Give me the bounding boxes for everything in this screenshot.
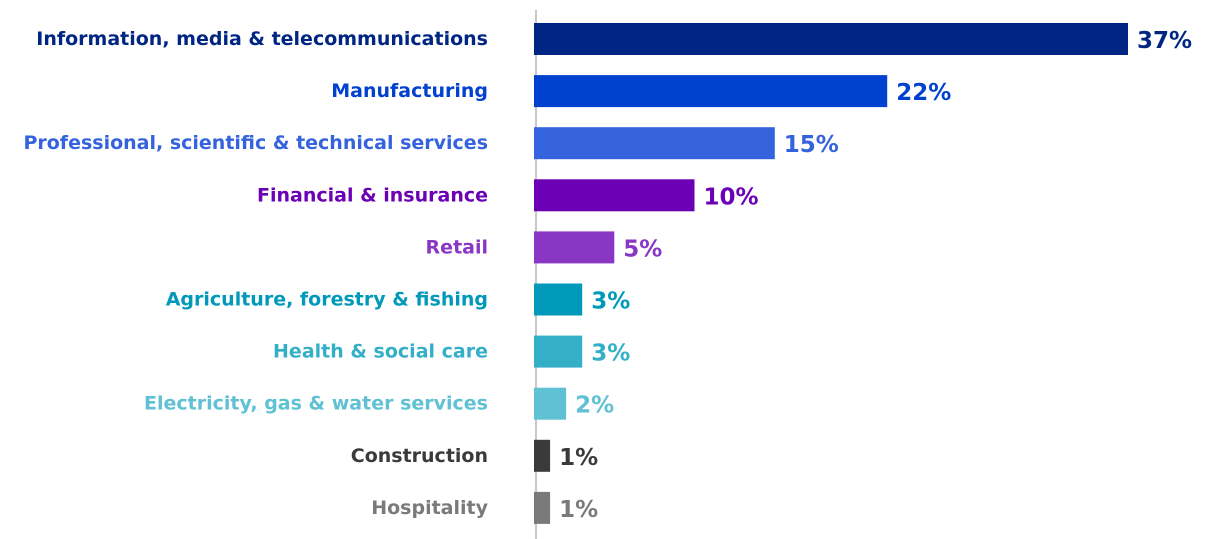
value-label-6: 3%	[591, 341, 630, 367]
bar-6	[534, 335, 583, 368]
category-label-8: Construction	[351, 445, 488, 467]
category-label-6: Health & social care	[273, 341, 488, 363]
bar-3	[534, 179, 695, 212]
category-label-4: Retail	[426, 236, 488, 258]
category-label-7: Electricity, gas & water services	[144, 393, 488, 415]
category-label-0: Information, media & telecommunications	[36, 28, 488, 50]
category-label-1: Manufacturing	[331, 80, 488, 102]
category-label-3: Financial & insurance	[257, 184, 488, 206]
value-label-1: 22%	[896, 80, 951, 106]
bar-1	[534, 75, 888, 108]
category-label-9: Hospitality	[371, 497, 488, 519]
bar-4	[534, 231, 615, 264]
bar-7	[534, 387, 567, 420]
value-label-8: 1%	[559, 445, 598, 471]
category-label-2: Professional, scientific & technical ser…	[23, 132, 488, 154]
value-label-2: 15%	[784, 132, 839, 158]
value-label-4: 5%	[623, 236, 662, 262]
bar-8	[534, 439, 551, 472]
category-label-5: Agriculture, forestry & fishing	[166, 289, 488, 311]
value-label-5: 3%	[591, 289, 630, 315]
bar-9	[534, 491, 551, 524]
bar-2	[534, 127, 775, 160]
value-label-7: 2%	[575, 393, 614, 419]
value-label-0: 37%	[1137, 28, 1192, 54]
bar-5	[534, 283, 583, 316]
value-label-3: 10%	[704, 184, 759, 210]
bar-0	[534, 23, 1128, 55]
value-label-9: 1%	[559, 497, 598, 523]
